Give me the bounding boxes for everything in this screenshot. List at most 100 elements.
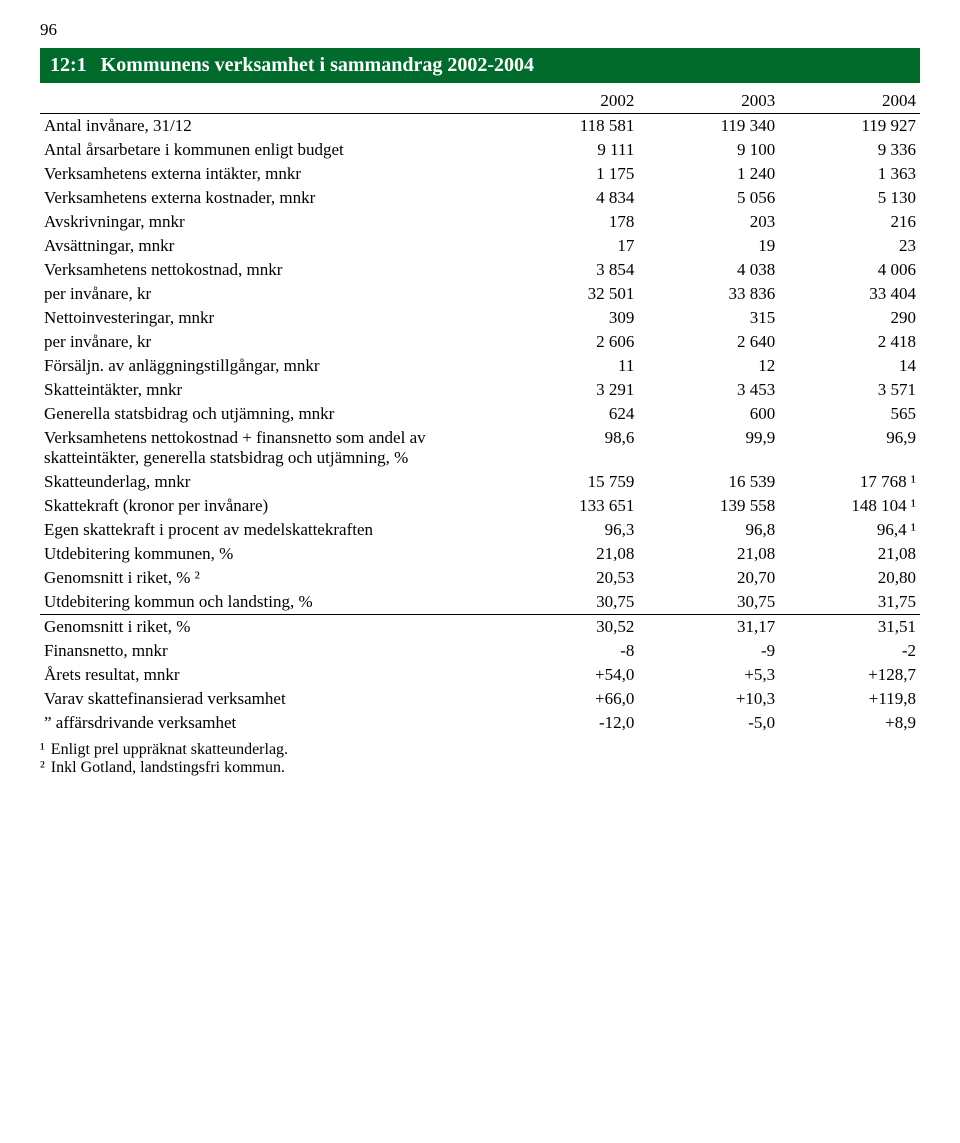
row-value: -5,0 — [638, 711, 779, 735]
table-row: Årets resultat, mnkr+54,0+5,3+128,7 — [40, 663, 920, 687]
header-col-2004: 2004 — [779, 89, 920, 114]
row-label: per invånare, kr — [40, 282, 498, 306]
row-label: Genomsnitt i riket, % — [40, 615, 498, 640]
footnote-mark: ² — [40, 759, 45, 777]
data-table: 2002 2003 2004 Antal invånare, 31/12118 … — [40, 89, 920, 735]
table-row: Försäljn. av anläggningstillgångar, mnkr… — [40, 354, 920, 378]
table-row: Utdebitering kommun och landsting, % 30,7… — [40, 590, 920, 615]
row-value: 290 — [779, 306, 920, 330]
row-value: 99,9 — [638, 426, 779, 470]
row-value: 3 571 — [779, 378, 920, 402]
footnotes: ¹ Enligt prel uppräknat skatteunderlag. … — [40, 741, 920, 777]
row-value: 139 558 — [638, 494, 779, 518]
row-value: 5 056 — [638, 186, 779, 210]
row-value: 98,6 — [498, 426, 639, 470]
row-label: Utdebitering kommun och landsting, % — [40, 590, 498, 615]
row-value: 21,08 — [498, 542, 639, 566]
row-value: 624 — [498, 402, 639, 426]
row-label: Nettoinvesteringar, mnkr — [40, 306, 498, 330]
header-col-2002: 2002 — [498, 89, 639, 114]
row-value: +66,0 — [498, 687, 639, 711]
table-row: Finansnetto, mnkr-8-9-2 — [40, 639, 920, 663]
row-value: 119 340 — [638, 114, 779, 139]
table-row: Avsättningar, mnkr171923 — [40, 234, 920, 258]
row-value: 2 418 — [779, 330, 920, 354]
row-value: 119 927 — [779, 114, 920, 139]
row-value: 600 — [638, 402, 779, 426]
row-value: +8,9 — [779, 711, 920, 735]
row-label: Finansnetto, mnkr — [40, 639, 498, 663]
row-value: 30,75 — [638, 590, 779, 615]
table-row: Generella statsbidrag och utjämning, mnk… — [40, 402, 920, 426]
row-value: 118 581 — [498, 114, 639, 139]
page-number: 96 — [40, 20, 920, 40]
row-value: +10,3 — [638, 687, 779, 711]
row-value: 178 — [498, 210, 639, 234]
row-value: 4 006 — [779, 258, 920, 282]
footnote-row: ² Inkl Gotland, landstingsfri kommun. — [40, 759, 920, 777]
row-value: 4 834 — [498, 186, 639, 210]
row-value: 96,3 — [498, 518, 639, 542]
row-value: 2 606 — [498, 330, 639, 354]
footnote-text: Enligt prel uppräknat skatteunderlag. — [51, 741, 288, 759]
row-value: 4 038 — [638, 258, 779, 282]
row-value: 32 501 — [498, 282, 639, 306]
row-value: 33 404 — [779, 282, 920, 306]
row-label: Avsättningar, mnkr — [40, 234, 498, 258]
row-value: 3 291 — [498, 378, 639, 402]
table-row: Nettoinvesteringar, mnkr309315290 — [40, 306, 920, 330]
row-value: 96,4 ¹ — [779, 518, 920, 542]
row-label: Försäljn. av anläggningstillgångar, mnkr — [40, 354, 498, 378]
table-header-row: 2002 2003 2004 — [40, 89, 920, 114]
row-value: 148 104 ¹ — [779, 494, 920, 518]
row-value: 9 336 — [779, 138, 920, 162]
row-value: 12 — [638, 354, 779, 378]
row-value: 11 — [498, 354, 639, 378]
row-label: per invånare, kr — [40, 330, 498, 354]
table-row: Genomsnitt i riket, % ²20,5320,7020,80 — [40, 566, 920, 590]
row-label: Skatteintäkter, mnkr — [40, 378, 498, 402]
row-value: 9 100 — [638, 138, 779, 162]
row-value: -12,0 — [498, 711, 639, 735]
row-label: Egen skattekraft i procent av medelskatt… — [40, 518, 498, 542]
table-row: Verksamhetens nettokostnad + finansnetto… — [40, 426, 920, 470]
row-value: 31,75 — [779, 590, 920, 615]
row-label: Varav skattefinansierad verksamhet — [40, 687, 498, 711]
row-label: Skatteunderlag, mnkr — [40, 470, 498, 494]
row-label: Verksamhetens externa intäkter, mnkr — [40, 162, 498, 186]
row-value: -8 — [498, 639, 639, 663]
row-value: +5,3 — [638, 663, 779, 687]
row-value: 5 130 — [779, 186, 920, 210]
table-row: ” affärsdrivande verksamhet-12,0-5,0+8,9 — [40, 711, 920, 735]
row-value: 1 363 — [779, 162, 920, 186]
table-row: Varav skattefinansierad verksamhet+66,0+… — [40, 687, 920, 711]
row-value: +119,8 — [779, 687, 920, 711]
footnote-text: Inkl Gotland, landstingsfri kommun. — [51, 759, 285, 777]
table-row: per invånare, kr2 6062 6402 418 — [40, 330, 920, 354]
table-row: Antal årsarbetare i kommunen enligt budg… — [40, 138, 920, 162]
row-value: 14 — [779, 354, 920, 378]
row-value: 2 640 — [638, 330, 779, 354]
row-value: 309 — [498, 306, 639, 330]
row-value: 315 — [638, 306, 779, 330]
row-label: Utdebitering kommunen, % — [40, 542, 498, 566]
row-value: 33 836 — [638, 282, 779, 306]
table-row: Skattekraft (kronor per invånare)133 651… — [40, 494, 920, 518]
table-row: Verksamhetens externa intäkter, mnkr1 17… — [40, 162, 920, 186]
row-value: 133 651 — [498, 494, 639, 518]
table-row: Skatteintäkter, mnkr3 2913 4533 571 — [40, 378, 920, 402]
row-value: 1 240 — [638, 162, 779, 186]
row-label: Antal årsarbetare i kommunen enligt budg… — [40, 138, 498, 162]
table-row: Verksamhetens nettokostnad, mnkr3 8544 0… — [40, 258, 920, 282]
row-label: Verksamhetens nettokostnad + finansnetto… — [40, 426, 498, 470]
row-label: Verksamhetens externa kostnader, mnkr — [40, 186, 498, 210]
row-value: 96,8 — [638, 518, 779, 542]
row-value: -9 — [638, 639, 779, 663]
table-row: Genomsnitt i riket, %30,5231,1731,51 — [40, 615, 920, 640]
row-value: 21,08 — [779, 542, 920, 566]
table-row: Egen skattekraft i procent av medelskatt… — [40, 518, 920, 542]
title-number: 12:1 — [50, 54, 87, 77]
row-label: Verksamhetens nettokostnad, mnkr — [40, 258, 498, 282]
table-row: Avskrivningar, mnkr178203216 — [40, 210, 920, 234]
row-value: 19 — [638, 234, 779, 258]
